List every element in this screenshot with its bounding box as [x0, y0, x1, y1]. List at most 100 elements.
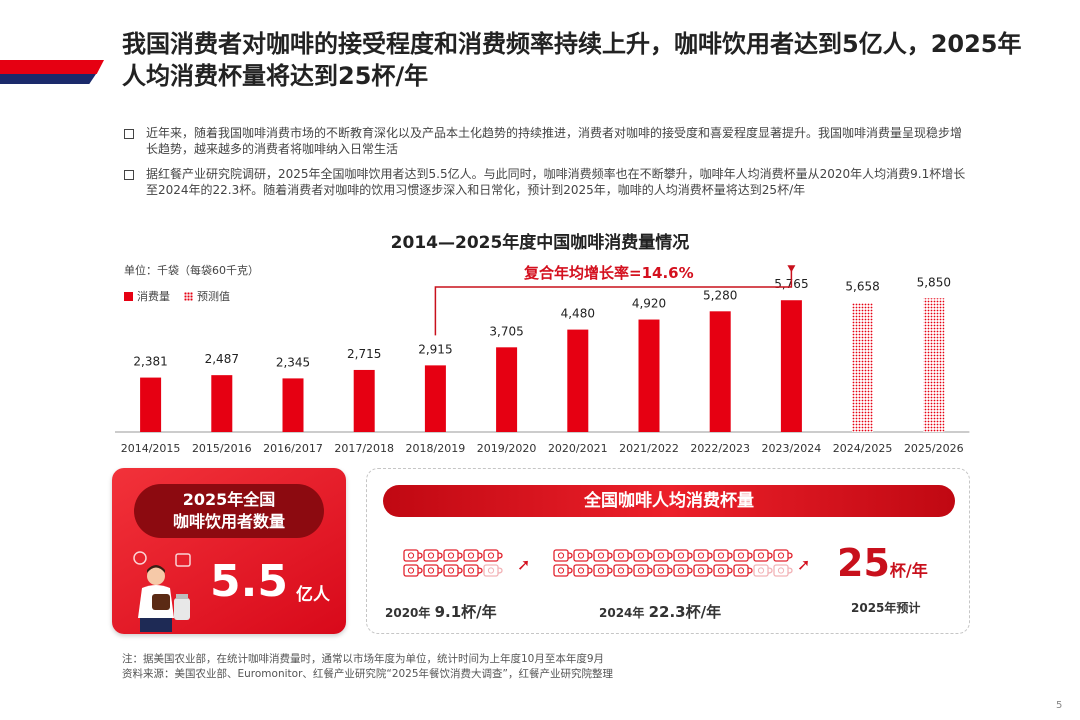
coffee-cup-icon — [613, 547, 633, 562]
consumption-bar — [282, 378, 304, 432]
coffee-cup-icon — [423, 562, 443, 577]
label-2020: 2020年 9.1杯/年 — [385, 601, 497, 622]
coffee-cup-icon — [553, 547, 573, 562]
x-tick-label: 2024/2025 — [833, 442, 893, 455]
legend-dotted-swatch — [184, 291, 193, 301]
x-tick-label: 2020/2021 — [548, 442, 608, 455]
footnote-note: 注：据美国农业部，在统计咖啡消费量时，通常以市场年度为单位，统计时间为上年度10… — [122, 653, 605, 665]
drinker-count-card: 2025年全国 咖啡饮用者数量 5.5 亿人 — [112, 468, 346, 634]
forecast-caption: 2025年预计 — [851, 601, 921, 615]
legend-item-forecast: 预测值 — [184, 288, 230, 304]
bar-chart: 2,381 2014/2015 2,487 2015/2016 2,345 2016/20… — [115, 265, 970, 455]
consumption-bar — [424, 365, 446, 432]
x-tick-label: 2022/2023 — [690, 442, 750, 455]
x-tick-label: 2019/2020 — [477, 442, 537, 455]
bullet-text: 据红餐产业研究院调研，2025年全国咖啡饮用者达到5.5亿人。与此同时，咖啡消费… — [146, 167, 966, 197]
coffee-cup-icon — [773, 562, 793, 577]
x-tick-label: 2015/2016 — [192, 442, 252, 455]
bar-value-label: 5,658 — [845, 280, 879, 294]
drinker-count-unit: 亿人 — [296, 585, 330, 605]
chart-title: 2014—2025年度中国咖啡消费量情况 — [390, 233, 690, 253]
x-tick-label: 2021/2022 — [619, 442, 679, 455]
x-tick-label: 2023/2024 — [762, 442, 822, 455]
coffee-cup-icon — [483, 547, 503, 562]
coffee-cup-icon — [633, 547, 653, 562]
forecast-bar — [923, 298, 945, 432]
coffee-cup-icon — [733, 562, 753, 577]
consumption-bar — [567, 329, 589, 432]
legend-solid-swatch — [124, 291, 133, 301]
coffee-cup-icon — [613, 562, 633, 577]
bar-value-label: 2,345 — [276, 355, 310, 369]
cagr-annotation: 复合年均增长率=14.6% — [524, 264, 694, 282]
coffee-cup-icon — [443, 562, 463, 577]
bar-value-label: 5,850 — [917, 275, 951, 289]
chart-legend: 消费量 预测值 — [124, 288, 230, 304]
cagr-arrowhead — [787, 265, 796, 273]
x-tick-label: 2017/2018 — [334, 442, 394, 455]
coffee-cup-icon — [593, 547, 613, 562]
per-capita-cups-card: 全国咖啡人均消费杯量 2020年 9.1杯/年 ➚ 2024年 22.3杯/年 … — [366, 468, 970, 634]
growth-arrow-icon: ➚ — [517, 555, 531, 574]
consumption-bar — [496, 347, 518, 432]
coffee-cup-icon — [573, 547, 593, 562]
drinker-card-title: 2025年全国 咖啡饮用者数量 — [134, 484, 324, 538]
coffee-cup-icon — [713, 547, 733, 562]
coffee-drinker-illustration-icon — [133, 551, 191, 632]
bar-value-label: 4,480 — [561, 307, 595, 321]
cagr-bracket — [434, 266, 793, 336]
legend-label: 预测值 — [197, 290, 230, 303]
bar-value-label: 2,915 — [418, 342, 452, 356]
footnotes: 注：据美国农业部，在统计咖啡消费量时，通常以市场年度为单位，统计时间为上年度10… — [122, 652, 613, 682]
header-accent-red — [0, 60, 104, 74]
coffee-cup-icon — [653, 562, 673, 577]
consumption-bar — [638, 319, 660, 432]
page-number: 5 — [1056, 700, 1063, 711]
coffee-cup-icon — [463, 562, 483, 577]
forecast-cups: 25杯/年 — [837, 541, 928, 585]
cup-icons-2020 — [403, 547, 503, 577]
bar-value-label: 2,381 — [133, 355, 167, 369]
bullet-item: 据红餐产业研究院调研，2025年全国咖啡饮用者达到5.5亿人。与此同时，咖啡消费… — [122, 167, 970, 198]
coffee-cup-icon — [633, 562, 653, 577]
consumption-bar — [780, 300, 802, 432]
label-2024: 2024年 22.3杯/年 — [599, 601, 721, 622]
bullet-text: 近年来，随着我国咖啡消费市场的不断教育深化以及产品本土化趋势的持续推进，消费者对… — [146, 126, 963, 156]
coffee-cup-icon — [403, 547, 423, 562]
coffee-cup-icon — [483, 562, 503, 577]
coffee-cup-icon — [593, 562, 613, 577]
forecast-cups-value: 25 — [837, 541, 890, 585]
coffee-cup-icon — [673, 547, 693, 562]
bullet-list: 近年来，随着我国咖啡消费市场的不断教育深化以及产品本土化趋势的持续推进，消费者对… — [122, 126, 970, 208]
coffee-cup-icon — [693, 562, 713, 577]
bar-value-label: 2,715 — [347, 347, 381, 361]
x-tick-label: 2018/2019 — [406, 442, 466, 455]
coffee-cup-icon — [773, 547, 793, 562]
coffee-cup-icon — [423, 547, 443, 562]
drinker-title-line: 咖啡饮用者数量 — [172, 512, 285, 531]
forecast-cups-unit: 杯/年 — [889, 561, 928, 580]
label-2020-year: 2020年 — [385, 606, 431, 620]
coffee-cup-icon — [733, 547, 753, 562]
forecast-bar — [852, 302, 874, 432]
per-capita-card-title: 全国咖啡人均消费杯量 — [383, 485, 955, 517]
consumption-bar — [140, 377, 162, 432]
coffee-cup-icon — [673, 562, 693, 577]
bullet-item: 近年来，随着我国咖啡消费市场的不断教育深化以及产品本土化趋势的持续推进，消费者对… — [122, 126, 970, 157]
coffee-cup-icon — [463, 547, 483, 562]
coffee-cup-icon — [753, 547, 773, 562]
square-bullet-icon — [124, 129, 134, 139]
coffee-cup-icon — [693, 547, 713, 562]
coffee-cup-icon — [573, 562, 593, 577]
growth-arrow-icon: ➚ — [797, 555, 811, 574]
bar-value-label: 3,705 — [489, 324, 523, 338]
coffee-cup-icon — [653, 547, 673, 562]
x-tick-label: 2014/2015 — [121, 442, 181, 455]
bar-value-label: 2,487 — [205, 352, 239, 366]
page-title: 我国消费者对咖啡的接受程度和消费频率持续上升，咖啡饮用者达到5亿人，2025年人… — [122, 30, 1022, 90]
consumption-bar — [353, 369, 375, 432]
cup-icons-2024 — [553, 547, 793, 577]
bar-value-label: 4,920 — [632, 297, 666, 311]
square-bullet-icon — [124, 170, 134, 180]
drinker-count-value: 5.5 — [210, 556, 288, 607]
